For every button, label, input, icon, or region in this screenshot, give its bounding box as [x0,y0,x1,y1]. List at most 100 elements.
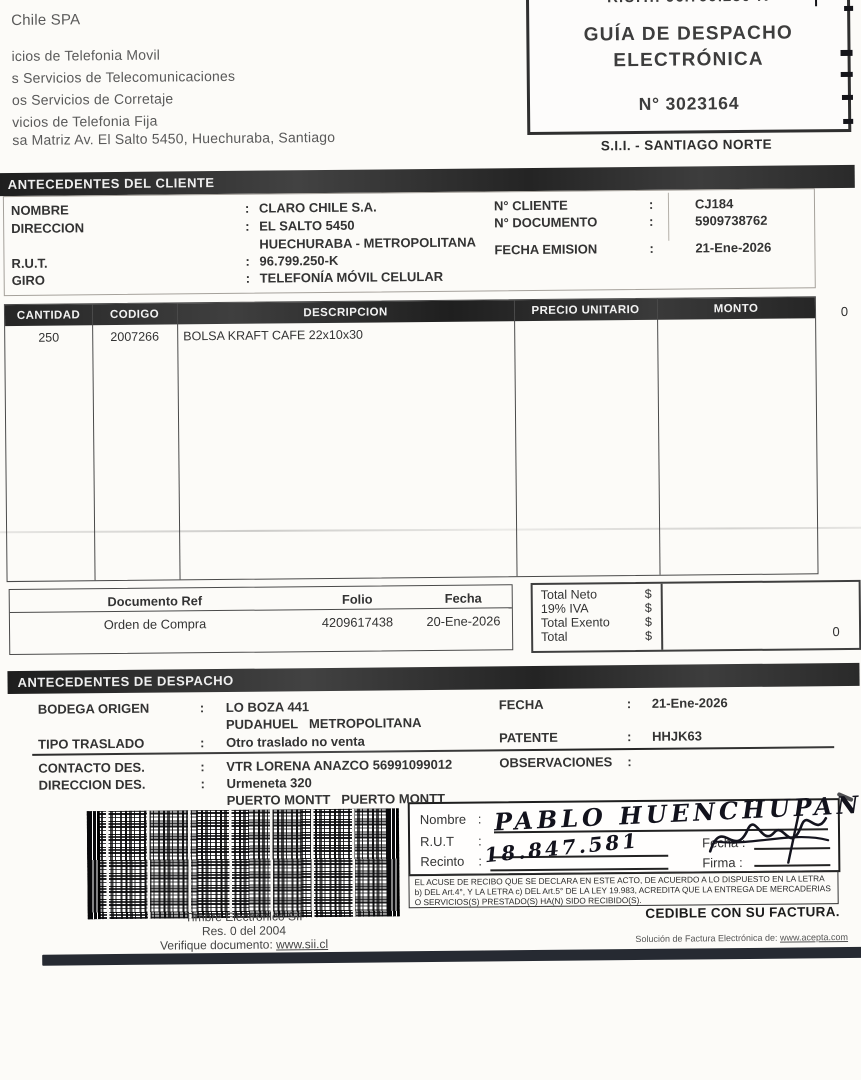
sii-stamp-barcode [86,808,400,920]
field-colon: : [200,735,205,751]
receipt-signature-panel: Nombre : R.U.T : Recinto : Fecha : Firma… [407,790,861,877]
field-colon: : [626,696,632,712]
issuer-activity-line-4: vicios de Telefonia Fija [12,112,158,130]
field-colon: : [648,196,654,212]
dispatch-field-direccion-destino: DIRECCION DES.: Urmeneta 320 [38,775,311,793]
dispatch-field-contacto: CONTACTO DES.: VTR LORENA ANAZCO 56991099… [38,757,452,776]
dispatch-field-fecha: FECHA: 21-Ene-2026 [499,695,728,712]
field-label: CONTACTO DES. [38,759,145,776]
item-cell-descripcion: BOLSA KRAFT CAFE 22x10x30 [183,327,364,344]
field-label: TIPO TRASLADO [38,735,145,752]
items-header-precio-unitario: PRECIO UNITARIO [531,303,640,317]
ref-header-documento: Documento Ref [107,593,203,610]
field-colon: : [649,213,654,229]
receipt-nombre-label: Nombre [419,811,467,828]
field-colon: : [649,240,654,256]
field-value: VTR LORENA ANAZCO 56991099012 [226,756,453,774]
field-colon: : [627,729,632,745]
field-value: EL SALTO 5450 [259,217,355,234]
section-header-dispatch: ANTECEDENTES DE DESPACHO [7,662,860,695]
field-label: FECHA [498,696,544,713]
field-value: 5909738762 [695,212,768,229]
client-field-fecha-emision: FECHA EMISION: 21-Ene-2026 [494,240,771,258]
issuer-activity-line-1: icios de Telefonia Movil [11,46,161,64]
field-label: BODEGA ORIGEN [37,700,150,717]
field-colon: : [627,754,632,770]
stamp-title-line2: ELECTRÓNICA [613,48,764,72]
field-colon: : [245,253,250,269]
handwritten-signature [708,807,830,864]
field-label: DIRECCION DES. [38,776,146,793]
ref-cell-fecha: 20-Ene-2026 [426,613,501,630]
field-value: CLARO CHILE S.A. [258,199,377,216]
field-label: DIRECCION [11,220,85,237]
currency-sign: $ [644,586,652,601]
ref-header-folio: Folio [341,591,373,607]
field-colon: : [200,759,205,775]
field-value: HUECHURABA - METROPOLITANA [259,234,477,252]
items-table-header: CANTIDAD CODIGO DESCRIPCION PRECIO UNITA… [4,297,816,327]
field-label: N° CLIENTE [493,197,568,214]
section-title-dispatch: ANTECEDENTES DE DESPACHO [17,672,234,690]
field-value: 96.799.250-K [259,252,339,269]
field-colon: : [200,776,205,792]
field-value: 21-Ene-2026 [695,239,772,256]
field-value: CJ184 [694,196,734,212]
field-value: HHJK63 [652,728,703,744]
item-cell-codigo: 2007266 [110,329,160,345]
monto-margin-value: 0 [840,303,849,320]
field-label: OBSERVACIONES [499,754,613,771]
items-column-divider [656,298,661,575]
field-value: LO BOZA 441 [225,699,310,715]
items-header-cantidad: CANTIDAD [16,308,81,322]
client-field-numero-cliente: N° CLIENTE: CJ184 [494,196,733,213]
total-label: 19% IVA [540,601,589,616]
dispatch-field-observaciones: OBSERVACIONES: [499,754,652,770]
dispatch-field-tipo-traslado: TIPO TRASLADO: Otro traslado no venta [38,734,365,752]
total-label: Total Neto [540,587,598,602]
scan-artifact-dash [814,0,818,7]
total-value: 0 [832,624,840,640]
field-label: NOMBRE [10,202,69,219]
ref-cell-folio: 4209617438 [321,614,394,631]
field-colon: : [199,700,205,716]
signature-rule [490,867,669,872]
currency-sign: $ [644,614,653,629]
scan-artifact-dash [840,49,853,57]
total-exento-row: Total Exento $ [541,615,659,630]
field-colon: : [477,811,482,827]
field-colon: : [244,200,250,216]
currency-sign: $ [645,628,653,643]
client-field-numero-documento: N° DOCUMENTO: 5909738762 [494,213,767,231]
items-header-monto: MONTO [713,302,759,315]
totals-box: Total Neto $ 19% IVA $ Total Exento $ Total… [530,579,861,654]
total-label: Total Exento [540,615,610,630]
total-neto-row: Total Neto $ [541,587,659,602]
reference-table: Documento Ref Folio Fecha Orden de Compr… [8,584,514,656]
field-value: Urmeneta 320 [226,775,312,791]
sii-url-text: www.sii.cl [276,936,329,952]
provider-text: Solución de Factura Electrónica de: [635,932,781,945]
sii-office-label: S.I.I. - SANTIAGO NORTE [600,136,773,154]
scan-artifact-dash [841,94,853,101]
field-label: R.U.T. [11,255,48,272]
items-table: CANTIDAD CODIGO DESCRIPCION PRECIO UNITA… [3,296,819,583]
total-label: Total [541,629,568,644]
section-title-client: ANTECEDENTES DEL CLIENTE [7,175,215,193]
field-value: 21-Ene-2026 [651,695,728,711]
field-colon: : [245,270,251,286]
issuer-activity-line-2: s Servicios de Telecomunicaciones [11,67,236,86]
ref-header-fecha: Fecha [444,590,482,606]
field-value: TELEFONÍA MÓVIL CELULAR [259,268,444,286]
cedible-note: CEDIBLE CON SU FACTURA. [645,904,840,921]
dispatch-field-direccion-line2: PUERTO MONTT PUERTO MONTT [39,791,445,810]
items-column-divider [176,303,181,580]
receipt-rut-label: R.U.T [420,833,455,850]
field-value: PUDAHUEL METROPOLITANA [225,715,422,732]
field-colon: : [478,853,482,869]
issuer-activity-line-3: os Servicios de Corretaje [11,90,174,108]
items-header-codigo: CODIGO [109,308,160,321]
total-row: Total $ [541,629,659,644]
stamp-title-line1: GUÍA DE DESPACHO [583,22,794,46]
